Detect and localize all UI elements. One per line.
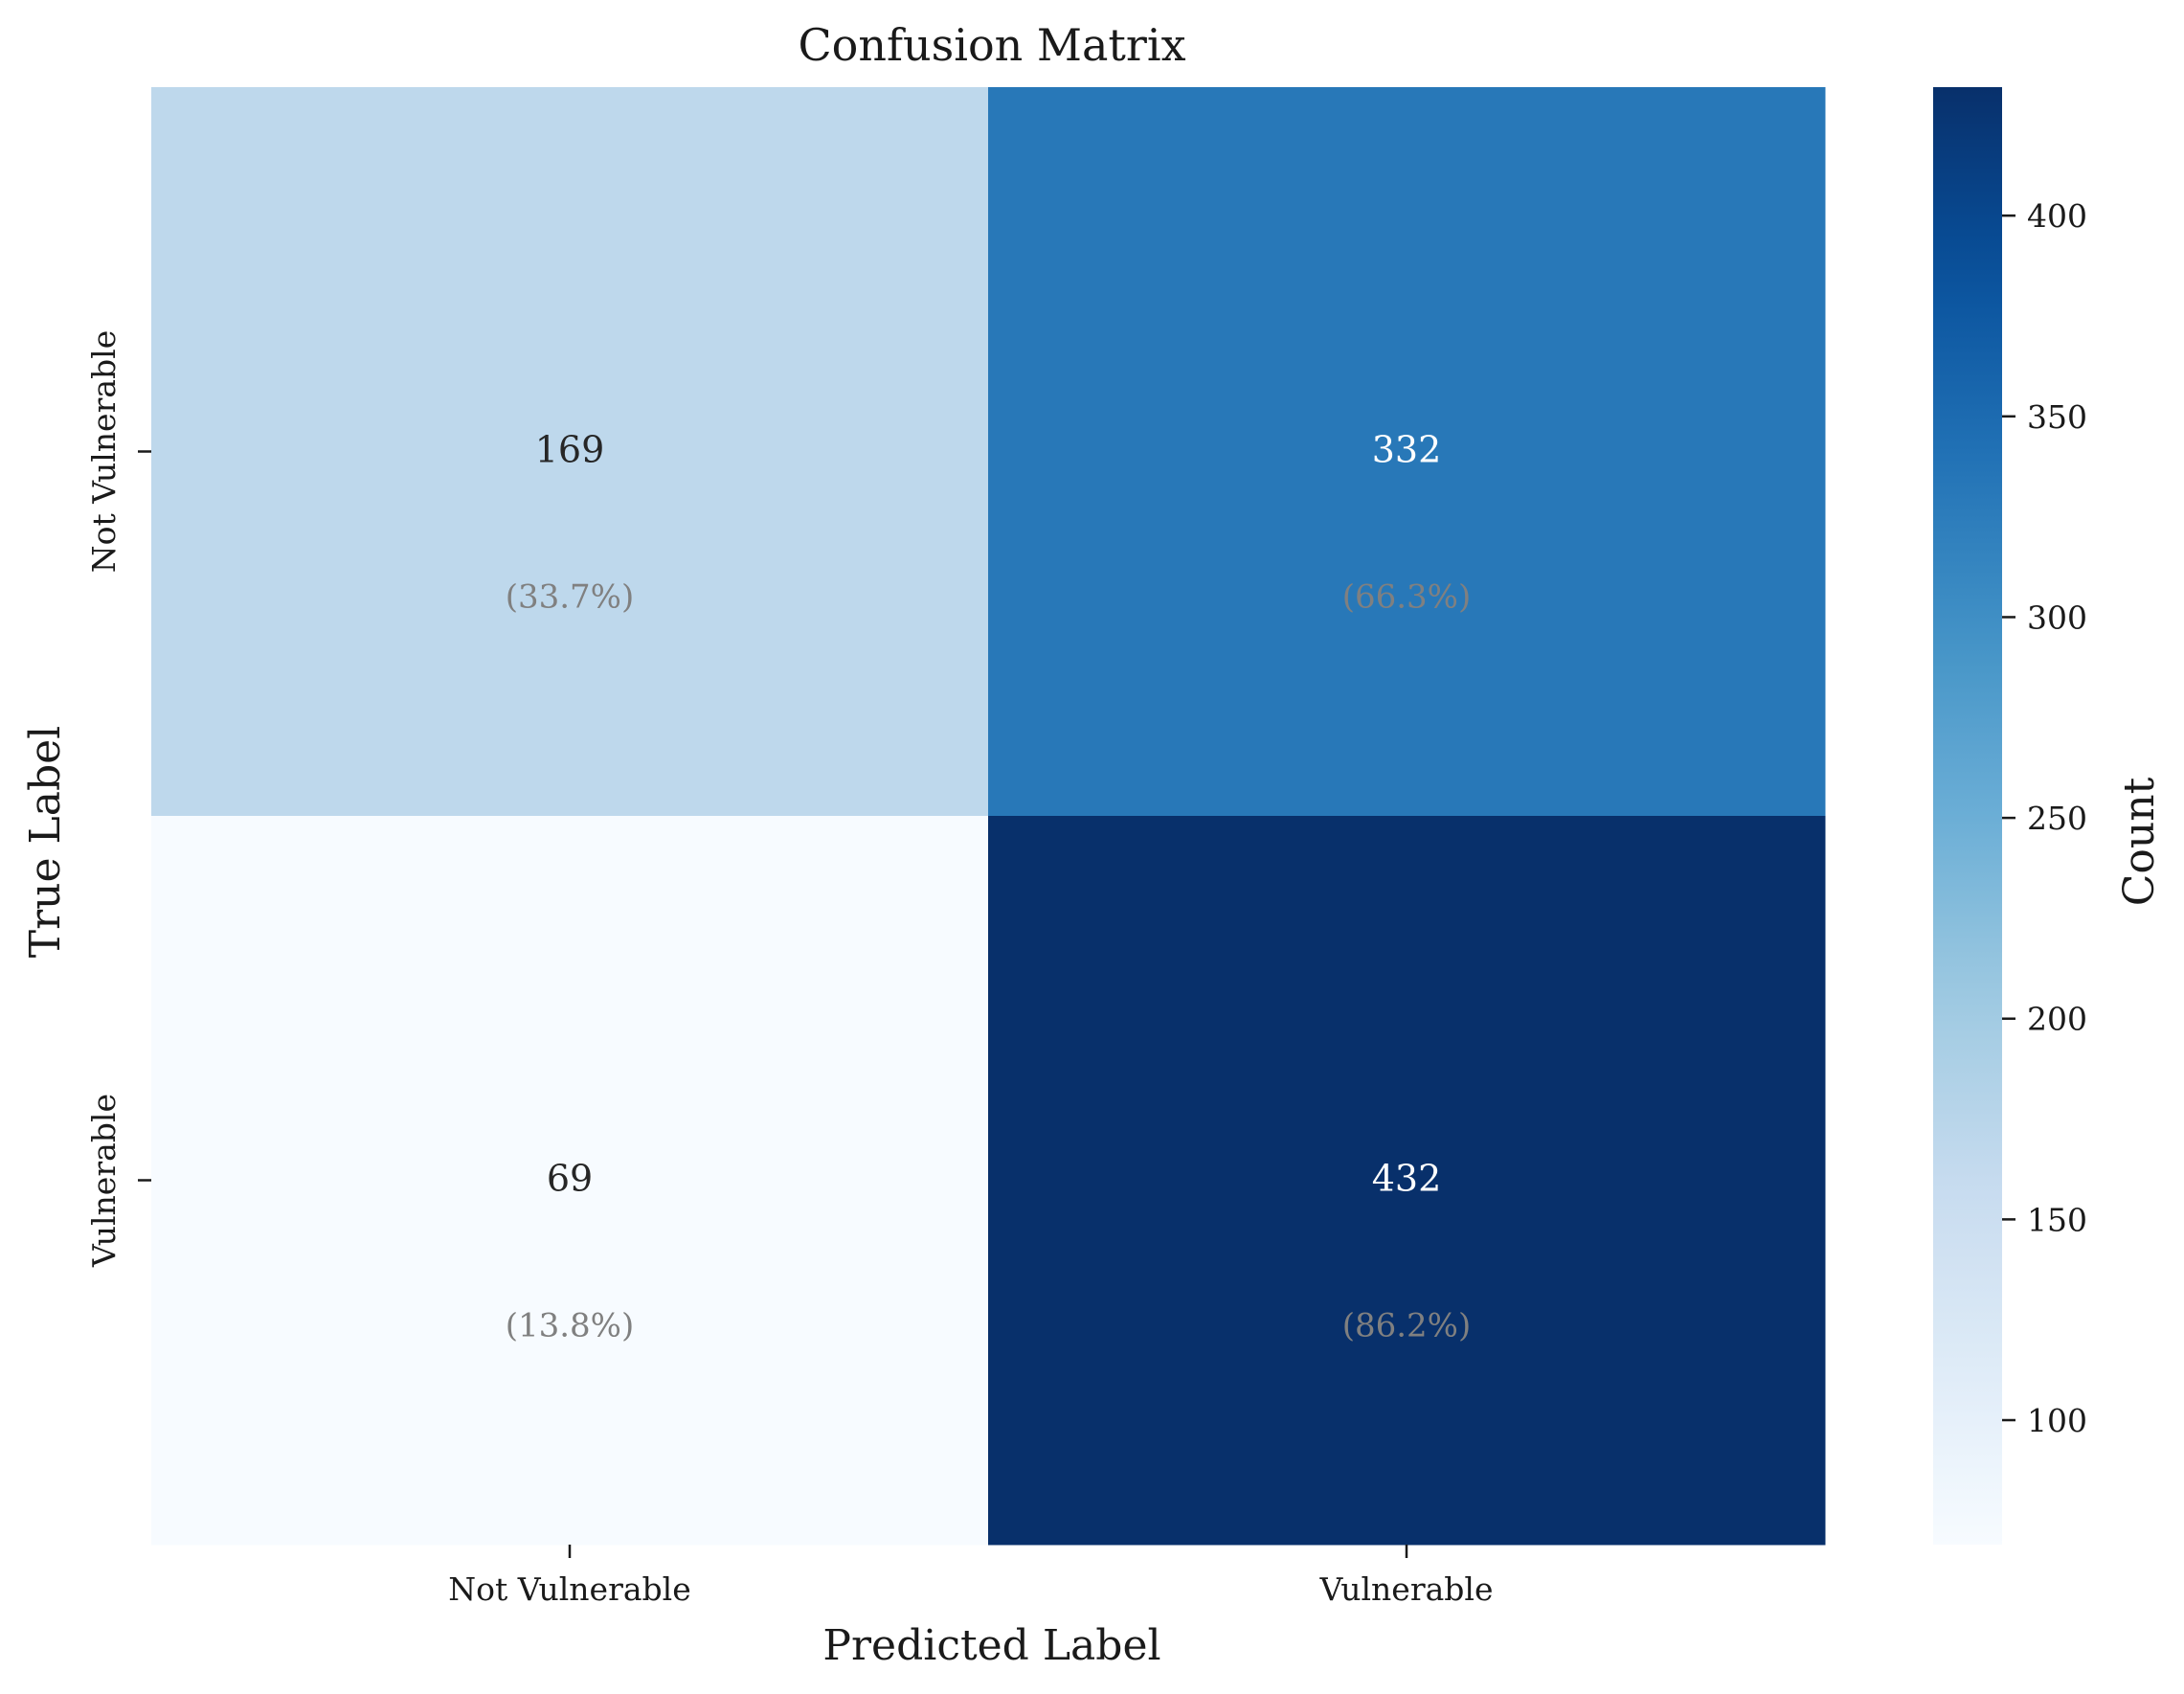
x-axis-label: Predicted Label: [822, 1621, 1160, 1670]
heatmap-cell: [988, 87, 1826, 817]
heatmap-cell: [988, 816, 1826, 1546]
colorbar-tick-label: 400: [2027, 197, 2087, 235]
y-tick-label: Not Vulnerable: [85, 330, 123, 573]
colorbar-tick-label: 200: [2027, 1001, 2087, 1038]
cell-percent-label: (86.2%): [1342, 1307, 1472, 1345]
cell-percent-label: (66.3%): [1342, 578, 1472, 617]
colorbar-tick-label: 150: [2027, 1201, 2087, 1238]
colorbar-tick-label: 100: [2027, 1402, 2087, 1439]
heatmap-cells: [151, 87, 1826, 1546]
colorbar-ticks: 100 150 200 250 300 350 400: [2002, 197, 2087, 1439]
cell-value-label: 332: [1372, 429, 1442, 471]
cell-value-label: 169: [535, 429, 605, 471]
colorbar-tick-label: 350: [2027, 398, 2087, 436]
colorbar-tick-label: 250: [2027, 800, 2087, 837]
y-axis: Not Vulnerable Vulnerable: [85, 330, 151, 1268]
heatmap-cell: [151, 87, 989, 817]
x-axis: Not Vulnerable Vulnerable: [448, 1545, 1493, 1608]
x-tick-label: Not Vulnerable: [448, 1570, 690, 1608]
chart-title: Confusion Matrix: [798, 19, 1185, 71]
y-tick-label: Vulnerable: [85, 1094, 123, 1268]
y-axis-label: True Label: [21, 726, 70, 958]
cell-percent-label: (33.7%): [506, 578, 635, 617]
x-tick-label: Vulnerable: [1319, 1570, 1494, 1608]
colorbar-tick-label: 300: [2027, 599, 2087, 636]
colorbar: [1933, 87, 2002, 1545]
colorbar-label: Count: [2115, 777, 2164, 906]
heatmap-cell: [151, 816, 989, 1546]
cell-value-label: 432: [1372, 1158, 1442, 1200]
cell-percent-label: (13.8%): [506, 1307, 635, 1345]
heatmap-cell-labels: 169 (33.7%) 332 (66.3%) 69 (13.8%) 432 (86.2%): [506, 429, 1472, 1345]
cell-value-label: 69: [547, 1158, 593, 1200]
